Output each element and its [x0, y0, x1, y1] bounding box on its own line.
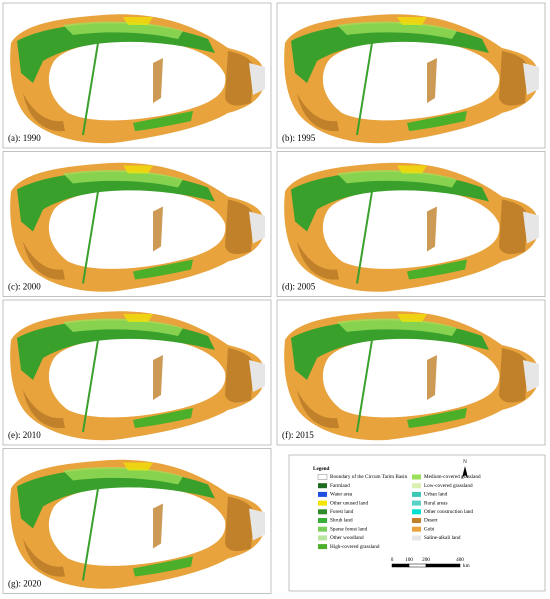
scale-unit: km — [463, 563, 470, 569]
legend-label: Sparse forest land — [330, 525, 368, 532]
map-panel: (c): 2000 — [2, 151, 272, 297]
panel-label: (d): 2005 — [282, 282, 316, 292]
north-label: N — [463, 459, 467, 465]
north-arrow — [462, 466, 468, 478]
map-panel: (b): 1995 — [276, 2, 546, 149]
map-panel: (a): 1990 — [2, 2, 272, 149]
panel-label: (e): 2010 — [8, 430, 41, 440]
legend-label: Saline-alkali land — [424, 535, 461, 541]
legend-swatch — [412, 474, 421, 480]
legend-swatch — [318, 535, 327, 541]
panels: (a): 1990 (b): 1995 (c): 2000 (d): 2005 (e):… — [2, 2, 546, 594]
panel-label: (b): 1995 — [282, 133, 316, 143]
legend-label: Rural areas — [424, 500, 447, 506]
panel-label: (f): 2015 — [282, 430, 314, 440]
legend-label: Other construction land — [424, 509, 473, 515]
legend-label: Shrub land — [330, 518, 353, 524]
legend-label: Low-covered grassland — [424, 483, 473, 489]
legend-label: Desert — [424, 518, 438, 524]
legend-swatch — [412, 518, 421, 523]
scale-bar-segment — [425, 563, 461, 568]
legend-swatch — [412, 535, 421, 541]
scale-tick-label: 200 — [422, 557, 430, 563]
legend-swatch — [318, 518, 327, 523]
scale-bar-segment — [391, 563, 410, 568]
map-panel: (e): 2010 — [2, 299, 272, 446]
scale-tick-label: 400 — [456, 557, 464, 563]
legend-label: Other woodland — [330, 535, 364, 541]
legend-label: Farmland — [330, 483, 350, 489]
legend-label: Forest land — [330, 509, 354, 515]
legend-swatch — [318, 483, 327, 489]
panel-label: (a): 1990 — [8, 133, 41, 143]
legend-swatch — [412, 500, 421, 506]
legend-label: Other unused land — [330, 500, 368, 506]
legend-label: Boundary of the Circum Tarim Basin — [330, 473, 408, 480]
scale-bar-segment — [408, 563, 427, 568]
legend-swatch — [318, 544, 327, 550]
map-panel: (d): 2005 — [276, 151, 546, 297]
map-panel: (f): 2015 — [276, 299, 546, 446]
map-panel: (g): 2020 — [2, 448, 272, 594]
legend: Legend N Boundary of the Circum Tarim Ba… — [288, 454, 546, 592]
legend-label: Gobi — [424, 526, 435, 532]
legend-label: High-covered grassland — [330, 544, 380, 550]
legend-swatch — [317, 474, 328, 480]
legend-title: Legend — [313, 466, 330, 472]
legend-swatch — [412, 491, 421, 497]
legend-swatch — [412, 526, 421, 532]
legend-swatch — [318, 500, 327, 506]
legend-swatch — [412, 483, 421, 489]
legend-label: Water area — [330, 492, 353, 498]
legend-label: Urban land — [424, 492, 448, 498]
scale-tick-label: 100 — [405, 557, 413, 563]
panel-label: (c): 2000 — [8, 282, 41, 292]
legend-swatch — [412, 509, 421, 515]
legend-swatch — [318, 509, 327, 515]
panel-label: (g): 2020 — [8, 579, 42, 589]
legend-label: Medium-covered grassland — [424, 474, 481, 480]
scale-tick-label: 0 — [391, 557, 394, 563]
legend-swatch — [318, 526, 327, 532]
legend-swatch — [318, 491, 327, 497]
